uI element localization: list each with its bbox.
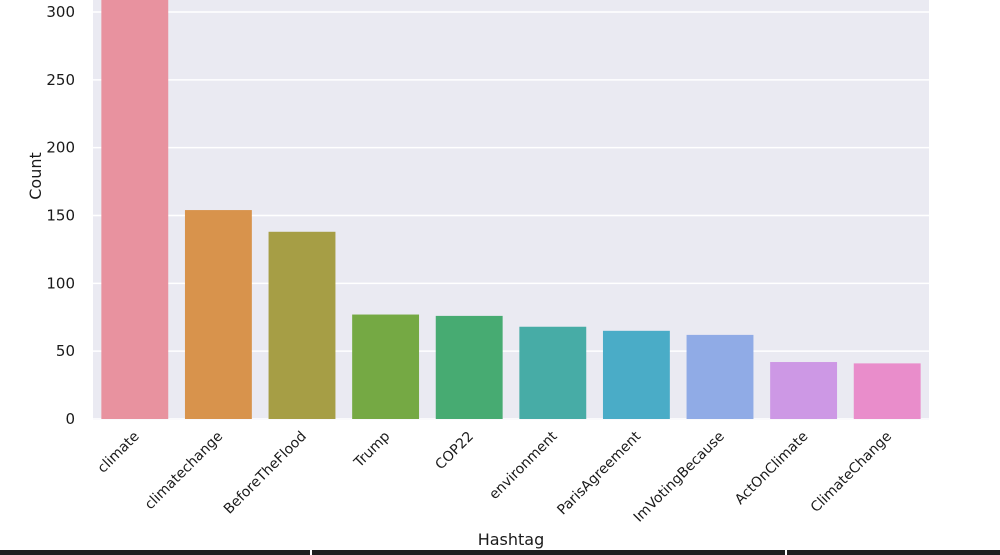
x-tick-label: BeforeTheFlood <box>221 429 310 518</box>
bar-COP22 <box>435 315 503 419</box>
bar-climatechange <box>184 210 252 419</box>
y-tick-label: 150 <box>46 207 75 225</box>
bar-climate <box>101 0 169 419</box>
x-tick-label: ParisAgreement <box>554 428 644 518</box>
y-tick-labels: 0 50 100 150 200 250 300 <box>46 3 75 428</box>
bar-ClimateChange <box>853 363 921 419</box>
bars <box>101 0 921 419</box>
x-tick-label: COP22 <box>432 429 477 474</box>
x-tick-label: ImVotingBecause <box>631 429 728 526</box>
y-tick-label: 300 <box>46 3 75 21</box>
bottom-frame-edge <box>0 550 1000 555</box>
bar-ActOnClimate <box>770 362 838 419</box>
bar-ImVotingBecause <box>686 334 754 419</box>
bar-ParisAgreement <box>602 330 670 419</box>
y-tick-label: 0 <box>65 410 75 428</box>
x-tick-label: Trump <box>351 428 394 471</box>
y-tick-label: 50 <box>56 342 75 360</box>
y-axis-label: Count <box>26 152 45 200</box>
x-tick-label: climatechange <box>142 429 226 513</box>
y-tick-label: 100 <box>46 274 75 292</box>
x-tick-label: environment <box>486 428 561 503</box>
x-tick-label: ActOnClimate <box>732 429 811 508</box>
bar-BeforeTheFlood <box>268 231 336 419</box>
y-tick-label: 200 <box>46 139 75 157</box>
x-tick-label: climate <box>95 429 143 477</box>
x-tick-label: ClimateChange <box>808 429 895 516</box>
bar-Trump <box>352 314 420 419</box>
y-tick-label: 250 <box>46 71 75 89</box>
bar-environment <box>519 326 587 419</box>
x-axis-label: Hashtag <box>478 530 545 549</box>
